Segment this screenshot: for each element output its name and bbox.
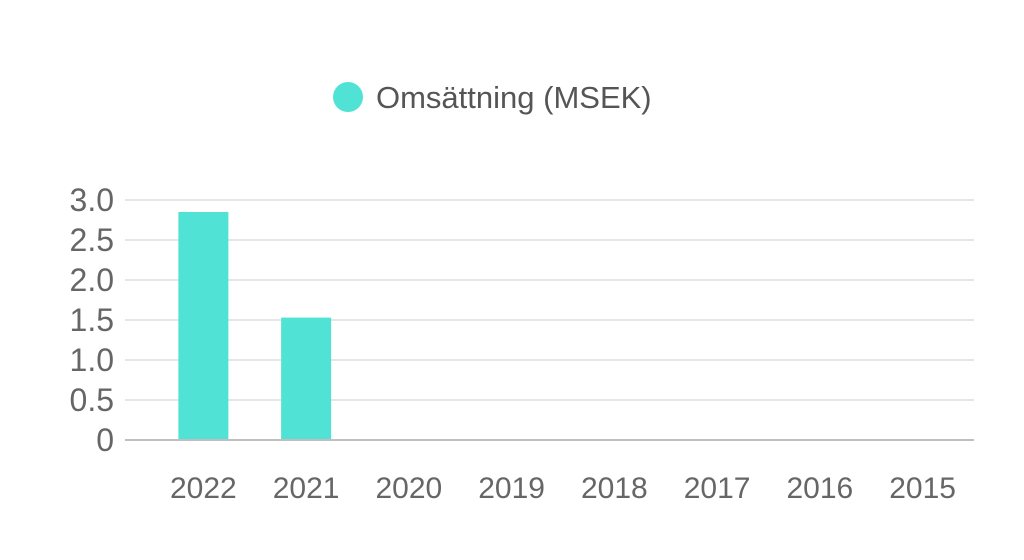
x-tick-label-2018: 2018 (581, 472, 648, 505)
y-tick-label: 0 (96, 422, 114, 458)
legend: Omsättning (MSEK) (333, 80, 652, 115)
y-tick-label: 1.5 (70, 302, 114, 338)
y-tick-label: 2.5 (70, 222, 114, 258)
y-tick-label: 2.0 (70, 262, 114, 298)
x-tick-label-2021: 2021 (273, 472, 340, 505)
y-tick-label: 0.5 (70, 382, 114, 418)
x-tick-label-2015: 2015 (889, 472, 956, 505)
x-tick-label-2020: 2020 (376, 472, 443, 505)
y-tick-label: 3.0 (70, 182, 114, 218)
legend-swatch-omsattning (333, 82, 363, 112)
x-tick-label-2019: 2019 (478, 472, 545, 505)
bars (178, 212, 332, 440)
y-tick-label: 1.0 (70, 342, 114, 378)
bar-2022 (178, 212, 229, 440)
x-axis-ticks: 2022 2021 2020 2019 2018 2017 2016 2015 (170, 472, 956, 505)
grid-lines (125, 199, 974, 401)
x-tick-label-2017: 2017 (684, 472, 751, 505)
legend-label-omsattning: Omsättning (MSEK) (376, 80, 652, 115)
y-axis-ticks: 0 0.5 1.0 1.5 2.0 2.5 3.0 (70, 182, 114, 458)
bar-2021 (281, 317, 332, 440)
x-tick-label-2022: 2022 (170, 472, 237, 505)
x-tick-label-2016: 2016 (787, 472, 854, 505)
